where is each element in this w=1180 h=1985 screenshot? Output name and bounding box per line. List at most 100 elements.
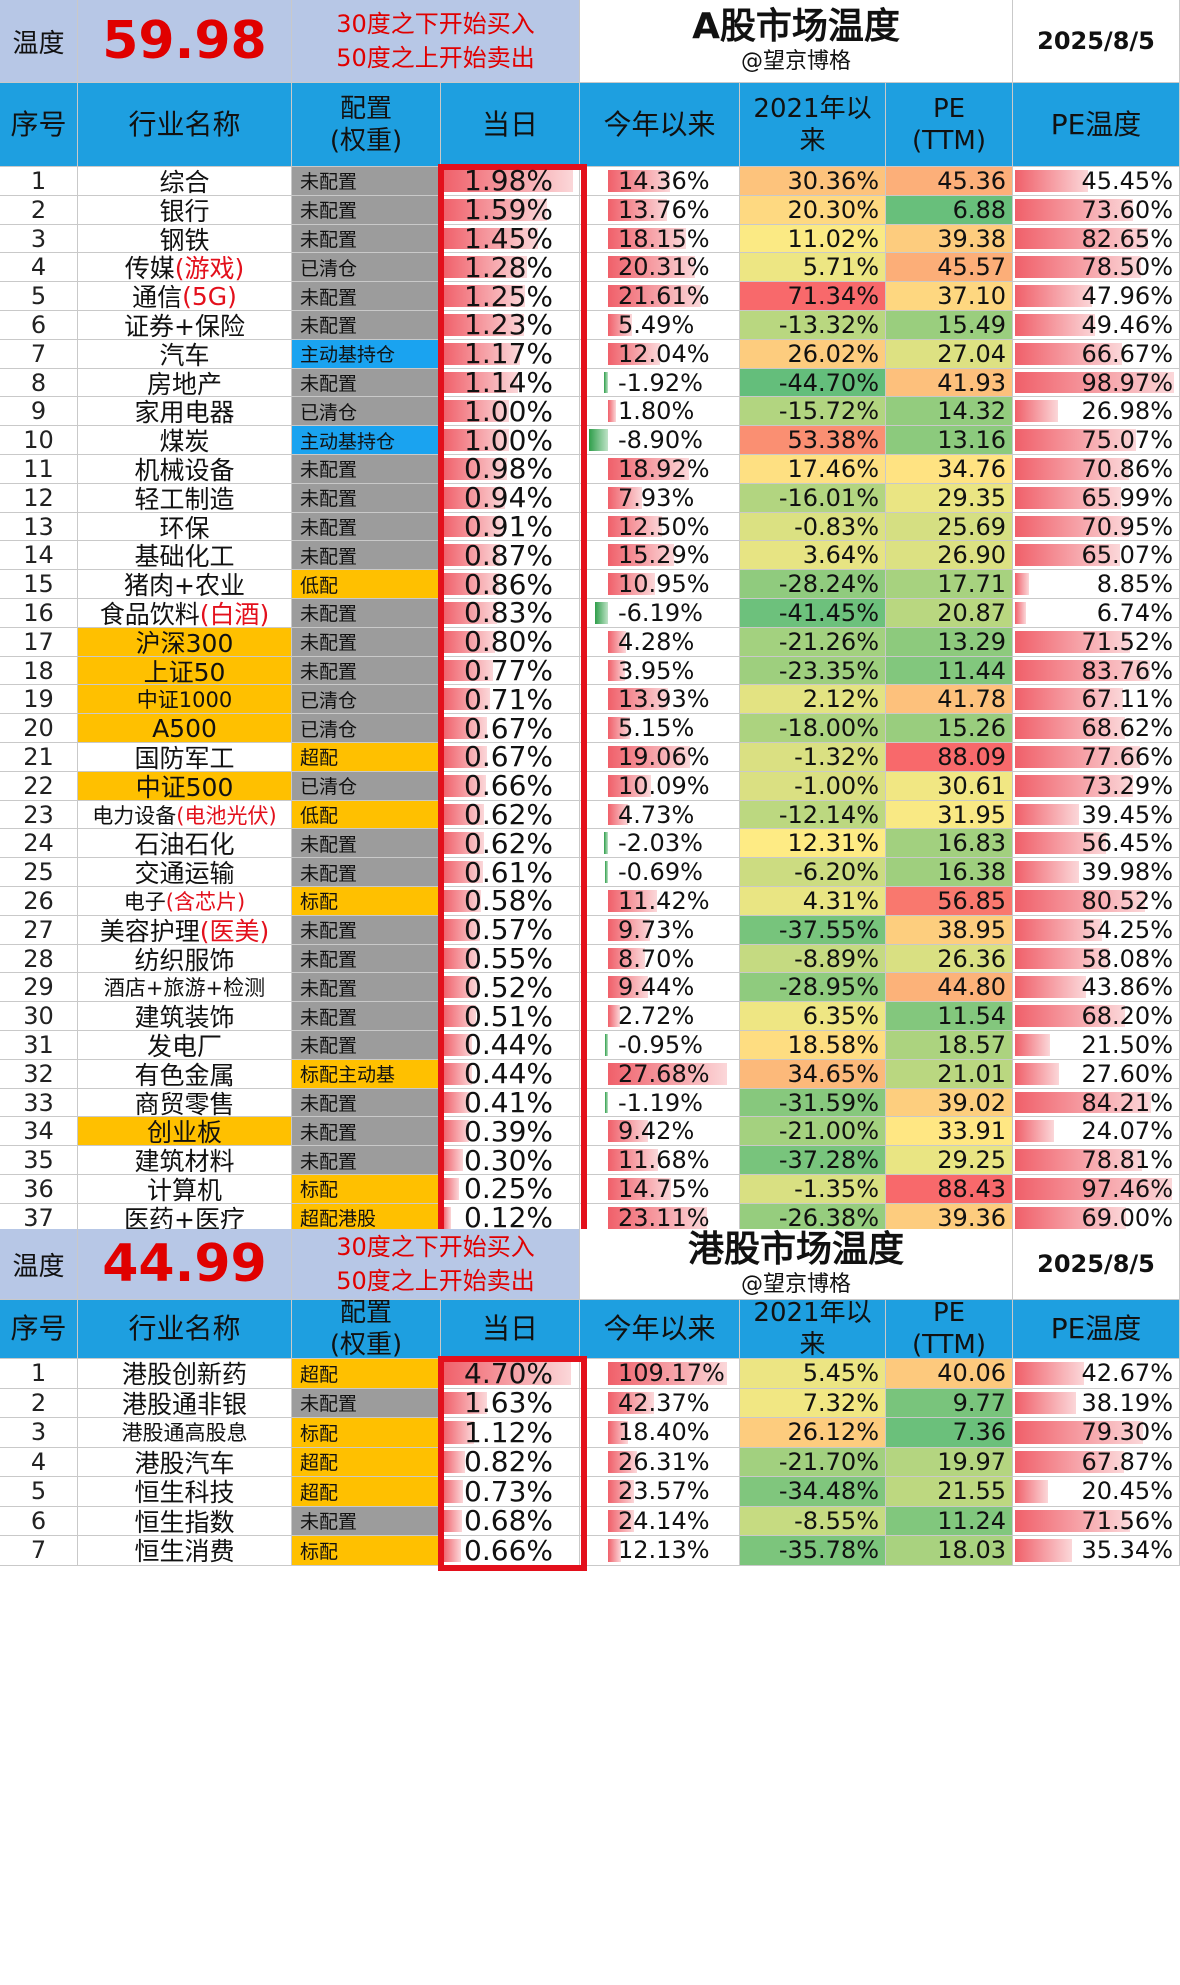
ytd-change: 3.95% <box>580 656 740 686</box>
industry-name: 建筑材料 <box>78 1146 292 1175</box>
since-2021-change: -12.14% <box>740 800 886 830</box>
pe-temperature-value: 73.29% <box>1081 771 1173 800</box>
today-change-value: 0.55% <box>464 944 553 974</box>
ytd-change-bar <box>608 976 648 999</box>
pe-ttm: 18.57 <box>886 1031 1013 1060</box>
today-change: 0.87% <box>441 541 580 571</box>
industry-name-text: 建筑装饰 <box>134 1003 235 1031</box>
ytd-change-bar <box>589 429 608 451</box>
pe-temperature-value: 27.60% <box>1081 1059 1173 1088</box>
pe-ttm: 9.77 <box>886 1388 1013 1418</box>
pe-ttm: 29.35 <box>886 483 1013 513</box>
pe-ttm: 45.36 <box>886 167 1013 196</box>
col-header-pe: PE (TTM) <box>886 83 1013 167</box>
pe-temperature: 20.45% <box>1013 1477 1180 1507</box>
since-2021-change: 12.31% <box>740 829 886 859</box>
ytd-change-value: 19.06% <box>618 743 710 771</box>
row-index: 5 <box>0 1477 78 1507</box>
today-change-value: 0.87% <box>464 541 553 571</box>
pe-ttm: 13.16 <box>886 426 1013 455</box>
industry-name: 家用电器 <box>78 397 292 427</box>
ytd-change-value: 10.95% <box>618 570 710 599</box>
today-change-value: 0.66% <box>464 1536 553 1566</box>
pe-temperature-value: 42.67% <box>1081 1359 1173 1388</box>
industry-name-text: 证券+保险 <box>124 311 245 340</box>
pe-temperature-value: 68.20% <box>1081 1002 1173 1031</box>
industry-name: 纺织服饰 <box>78 944 292 974</box>
industry-name: 沪深300 <box>78 627 292 657</box>
pe-ttm: 29.25 <box>886 1146 1013 1175</box>
industry-name-text: 交通运输 <box>134 859 235 887</box>
pe-temperature: 26.98% <box>1013 397 1180 427</box>
ytd-change: 109.17% <box>580 1359 740 1389</box>
pe-temperature: 66.67% <box>1013 339 1180 369</box>
pe-temperature-bar <box>1015 803 1079 826</box>
ytd-change-bar <box>608 573 655 595</box>
since-2021-change: 34.65% <box>740 1059 886 1089</box>
pe-ttm: 13.29 <box>886 627 1013 657</box>
industry-name: 交通运输 <box>78 858 292 887</box>
ytd-change-bar <box>595 602 608 624</box>
since-2021-change: 26.02% <box>740 339 886 369</box>
col-header-today: 当日 <box>441 1300 580 1359</box>
today-change-value: 0.71% <box>464 685 553 715</box>
pe-temperature: 49.46% <box>1013 311 1180 340</box>
pe-ttm: 39.38 <box>886 224 1013 254</box>
pe-temperature: 71.52% <box>1013 627 1180 657</box>
since-2021-change: -6.20% <box>740 858 886 887</box>
row-index: 5 <box>0 282 78 311</box>
pe-temperature-bar <box>1015 1005 1125 1027</box>
industry-name-note: (5G) <box>182 282 237 311</box>
today-change-bar <box>443 486 505 509</box>
ytd-change-bar <box>608 515 662 538</box>
pe-ttm: 34.76 <box>886 455 1013 484</box>
today-change-bar <box>443 256 527 279</box>
ytd-change-bar <box>608 1206 707 1229</box>
industry-name-text: A500 <box>152 714 217 743</box>
today-change-bar <box>443 1539 461 1562</box>
allocation-badge: 未配置 <box>292 944 441 974</box>
ytd-change: 9.42% <box>580 1117 740 1147</box>
pe-temperature: 80.52% <box>1013 887 1180 916</box>
ytd-change: 4.73% <box>580 800 740 830</box>
industry-name-text: 沪深300 <box>135 628 234 657</box>
industry-name-text: 港股通高股息 <box>121 1421 248 1446</box>
allocation-badge: 未配置 <box>292 1146 441 1175</box>
today-change-bar <box>443 515 503 538</box>
row-index: 32 <box>0 1059 78 1089</box>
col-header-pe: PE (TTM) <box>886 1300 1013 1359</box>
row-index: 4 <box>0 1447 78 1477</box>
title-text: 港股市场温度 <box>687 1229 904 1270</box>
ytd-change: 10.95% <box>580 570 740 599</box>
allocation-badge: 标配 <box>292 1536 441 1566</box>
today-change-value: 1.23% <box>464 311 553 340</box>
pe-temperature: 21.50% <box>1013 1031 1180 1060</box>
today-change-value: 0.77% <box>464 656 553 686</box>
today-change-value: 0.51% <box>464 1002 553 1031</box>
pe-temperature: 58.08% <box>1013 944 1180 974</box>
industry-name: 中证500 <box>78 771 292 801</box>
row-index: 34 <box>0 1117 78 1147</box>
today-change: 0.77% <box>441 656 580 686</box>
ytd-change-value: 21.61% <box>618 282 710 311</box>
ytd-change: 18.15% <box>580 224 740 254</box>
ytd-change: 18.40% <box>580 1418 740 1448</box>
today-change-value: 0.83% <box>464 599 553 628</box>
industry-name: 美容护理 (医美) <box>78 915 292 945</box>
pe-temperature: 67.87% <box>1013 1447 1180 1477</box>
today-change: 0.98% <box>441 455 580 484</box>
today-change: 1.45% <box>441 224 580 254</box>
today-change: 0.61% <box>441 858 580 887</box>
today-change: 0.62% <box>441 800 580 830</box>
today-change: 0.83% <box>441 599 580 628</box>
pe-ttm: 56.85 <box>886 887 1013 916</box>
ytd-change-bar <box>604 832 608 855</box>
allocation-badge: 未配置 <box>292 1388 441 1418</box>
ytd-change-bar <box>608 1480 634 1503</box>
row-index: 29 <box>0 973 78 1003</box>
pe-temperature: 54.25% <box>1013 915 1180 945</box>
ytd-change-value: 26.31% <box>618 1447 710 1476</box>
pe-temperature-bar <box>1015 227 1148 250</box>
today-change: 1.28% <box>441 253 580 283</box>
ytd-change-bar <box>604 371 608 394</box>
